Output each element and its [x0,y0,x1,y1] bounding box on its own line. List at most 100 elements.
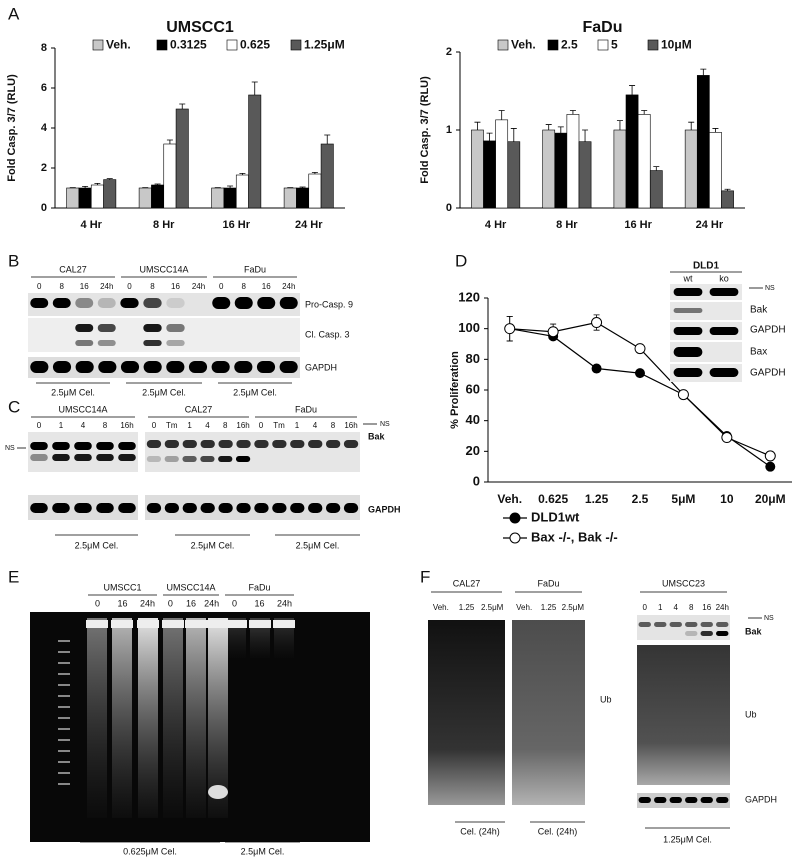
ladder [58,728,70,730]
bar [696,75,710,209]
band [97,298,116,308]
chart-title: UMSCC1 [166,19,234,36]
y-tick-label: 40 [466,412,480,427]
band [685,631,698,636]
legend-swatch [226,39,238,51]
row-label: GAPDH [368,504,401,514]
band [96,503,114,513]
marker [764,450,776,462]
lane-label: 8 [103,421,108,430]
legend-swatch [290,39,302,51]
well-band [225,620,247,628]
lane-label: 1 [59,421,64,430]
band [30,298,49,308]
x-tick-label: 16 Hr [222,219,250,231]
row-label: Bak [368,431,386,441]
marker [591,363,602,374]
x-tick-label: 0.625 [538,492,568,506]
marker [547,326,559,338]
lane-label: 8 [331,421,336,430]
y-axis-label: Fold Casp. 3/7 (RLU) [6,74,18,182]
error-bar [179,103,186,109]
band [236,440,251,448]
cell-line: CAL27 [59,264,87,274]
error-bar [486,132,493,141]
row-label: Ub [600,694,612,704]
cell-line: CAL27 [453,578,481,588]
lane-label: 16 [262,282,271,291]
lane-label: 16 [186,598,196,608]
error-bar [569,110,576,115]
error-bar [700,68,707,76]
error-bar [688,121,695,130]
lane-label: 16 [702,603,711,612]
legend-label: Veh. [511,38,536,52]
band [290,440,305,448]
band [52,454,70,461]
error-bar [712,128,719,133]
error-bar [498,110,505,120]
band [182,456,197,462]
error-bar [641,110,648,115]
error-bar [545,124,552,130]
band [654,797,667,803]
marker [721,432,733,444]
error-bar [557,126,564,134]
band [257,297,276,309]
band [700,631,713,636]
treatment: 1.25μM Cel. [663,834,712,844]
lane [112,618,132,818]
lane-label: Veh. [516,603,532,612]
x-tick-label: 2.5 [632,492,649,506]
band [234,361,253,373]
bar [235,174,249,209]
band [638,622,651,627]
band [254,440,269,448]
bar [248,94,262,209]
band [146,440,162,448]
band [75,298,94,308]
band [638,797,651,803]
error-bar [166,139,173,144]
blot [670,302,742,320]
blot [145,432,360,472]
legend-marker [509,512,521,524]
row-label: Ub [745,709,757,719]
bar [211,187,225,209]
fragment [208,785,228,799]
band [146,503,162,513]
band [143,361,162,373]
lane-label: 16h [236,421,249,430]
band [143,324,162,332]
error-bar [82,186,89,188]
row-label: Bak [750,305,768,316]
band [673,308,703,313]
lane-label: wt [683,273,693,283]
legend-label: DLD1wt [531,509,580,524]
ladder [58,783,70,785]
legend-label: Bax -/-, Bak -/- [531,529,618,544]
ladder [58,739,70,741]
blot [670,322,742,340]
panel-letter: D [455,251,467,270]
lane-label: 24h [282,282,295,291]
band [166,361,185,373]
lane-label: 8 [689,603,694,612]
blot [28,318,300,352]
lane-label: Veh. [433,603,449,612]
lane-label: 8 [223,421,228,430]
lane-label: 0 [37,421,42,430]
legend-swatch [497,39,509,51]
cell-line: DLD1 [693,261,720,272]
band [98,361,117,373]
well-band [273,620,295,628]
bar [709,132,722,209]
well-band [162,620,184,628]
bar [721,190,734,209]
band [325,503,341,513]
y-axis-label: % Proliferation [449,351,461,429]
lane-label: 24h [100,282,113,291]
band [30,442,48,450]
band [290,503,305,513]
